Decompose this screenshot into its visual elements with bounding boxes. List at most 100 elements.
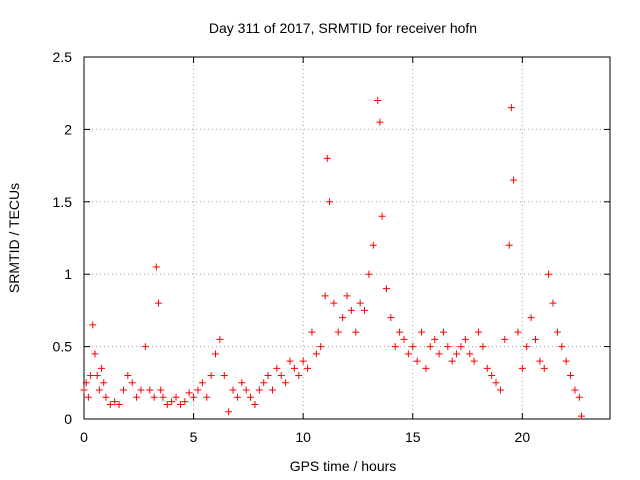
y-tick-label: 2 xyxy=(64,121,72,137)
data-point xyxy=(439,328,447,336)
y-tick-label: 0.5 xyxy=(53,339,73,355)
data-point xyxy=(343,292,351,300)
data-point xyxy=(128,379,136,387)
data-point xyxy=(155,299,163,307)
data-point xyxy=(330,299,338,307)
data-point xyxy=(146,386,154,394)
data-point xyxy=(575,393,583,401)
data-point xyxy=(457,343,465,351)
data-point xyxy=(323,154,331,162)
data-point xyxy=(312,350,320,358)
data-point xyxy=(391,343,399,351)
data-point xyxy=(365,270,373,278)
data-point xyxy=(119,386,127,394)
data-point xyxy=(549,299,557,307)
data-point xyxy=(431,335,439,343)
data-point xyxy=(578,412,586,420)
x-tick-label: 20 xyxy=(515,429,531,445)
data-point xyxy=(466,350,474,358)
data-point xyxy=(545,270,553,278)
data-point xyxy=(203,393,211,401)
data-point xyxy=(536,357,544,365)
data-point xyxy=(531,335,539,343)
y-tick-label: 2.5 xyxy=(53,49,73,65)
data-point xyxy=(527,314,535,322)
data-point xyxy=(523,343,531,351)
data-point xyxy=(264,372,272,380)
data-point xyxy=(273,364,281,372)
data-point xyxy=(157,386,165,394)
data-point xyxy=(133,393,141,401)
data-point xyxy=(510,176,518,184)
data-point xyxy=(91,350,99,358)
x-tick-label: 15 xyxy=(405,429,421,445)
data-point xyxy=(339,314,347,322)
data-point xyxy=(216,335,224,343)
data-point xyxy=(479,343,487,351)
data-point xyxy=(89,321,97,329)
data-point xyxy=(124,372,132,380)
data-point xyxy=(207,372,215,380)
data-point xyxy=(382,285,390,293)
x-tick-label: 0 xyxy=(80,429,88,445)
data-point xyxy=(98,364,106,372)
data-point xyxy=(334,328,342,336)
data-point xyxy=(93,372,101,380)
data-point xyxy=(470,357,478,365)
data-point xyxy=(413,357,421,365)
data-point xyxy=(95,386,103,394)
data-point xyxy=(198,379,206,387)
data-point xyxy=(507,104,515,112)
data-point xyxy=(448,357,456,365)
data-point xyxy=(152,263,160,271)
data-point xyxy=(396,328,404,336)
data-point xyxy=(492,379,500,387)
data-point xyxy=(325,198,333,206)
data-point xyxy=(483,364,491,372)
data-point xyxy=(163,401,171,409)
data-point xyxy=(378,212,386,220)
chart-title: Day 311 of 2017, SRMTID for receiver hof… xyxy=(209,20,477,36)
data-point xyxy=(233,393,241,401)
data-point xyxy=(540,364,548,372)
data-point xyxy=(304,364,312,372)
data-point xyxy=(111,398,119,406)
data-point xyxy=(444,343,452,351)
x-tick-label: 5 xyxy=(190,429,198,445)
data-point xyxy=(190,393,198,401)
data-point xyxy=(282,379,290,387)
data-point xyxy=(356,299,364,307)
data-point xyxy=(369,241,377,249)
data-point xyxy=(242,386,250,394)
data-point xyxy=(374,96,382,104)
data-point xyxy=(255,386,263,394)
data-point xyxy=(290,364,298,372)
data-point xyxy=(225,408,233,416)
data-point xyxy=(212,350,219,358)
data-point xyxy=(87,372,95,380)
data-point xyxy=(418,328,426,336)
y-axis-label: SRMTID / TECUs xyxy=(6,183,22,293)
data-point xyxy=(571,386,579,394)
data-point xyxy=(299,357,307,365)
y-tick-label: 1 xyxy=(64,266,72,282)
data-point xyxy=(159,393,167,401)
y-tick-label: 1.5 xyxy=(53,194,73,210)
data-point xyxy=(317,343,325,351)
data-point xyxy=(409,343,417,351)
data-point xyxy=(426,343,434,351)
data-point xyxy=(141,343,149,351)
data-point xyxy=(84,393,92,401)
data-point xyxy=(102,393,110,401)
data-point xyxy=(286,357,294,365)
data-points xyxy=(80,96,586,420)
data-point xyxy=(308,328,316,336)
data-point xyxy=(176,401,184,409)
data-point xyxy=(295,372,303,380)
data-point xyxy=(352,328,360,336)
plot-frame xyxy=(83,56,611,420)
data-point xyxy=(80,386,88,394)
data-point xyxy=(251,401,259,409)
data-point xyxy=(562,357,570,365)
